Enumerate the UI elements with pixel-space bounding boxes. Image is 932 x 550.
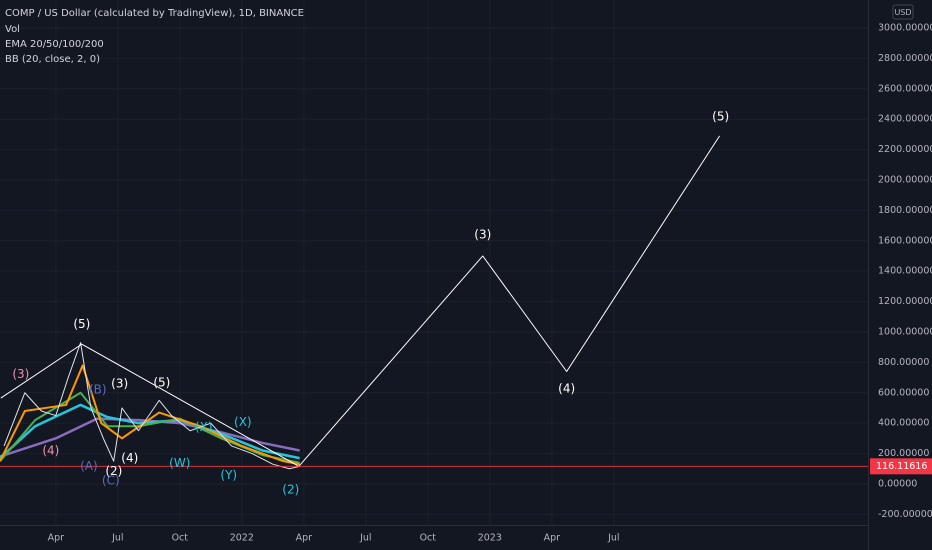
x-tick-label: Oct: [420, 533, 437, 544]
wave-label: (A): [80, 459, 98, 473]
wave-label: (3): [474, 228, 491, 242]
x-tick-label: 2023: [478, 533, 502, 544]
y-tick-label: 2600.00000: [878, 83, 932, 94]
x-tick-label: 2022: [230, 533, 254, 544]
y-tick-label: 800.00000: [878, 357, 929, 368]
y-tick-label: 1400.00000: [878, 266, 932, 277]
wave-label: (4): [121, 451, 138, 465]
x-tick-label: Apr: [544, 533, 561, 544]
x-tick-label: Jul: [359, 533, 371, 544]
y-tick-label: -200.00000: [878, 509, 932, 520]
wave-label: (2): [282, 482, 299, 496]
header-text: EMA 20/50/100/200: [5, 39, 104, 50]
wave-label: (2): [105, 464, 122, 478]
x-tick-label: Oct: [172, 533, 189, 544]
y-tick-label: 1200.00000: [878, 296, 932, 307]
wave-label: (Y): [220, 468, 237, 482]
header-text: BB (20, close, 2, 0): [5, 54, 100, 65]
y-tick-label: 600.00000: [878, 387, 929, 398]
grid: [0, 0, 868, 525]
series-line: [0, 403, 300, 460]
y-tick-label: 2800.00000: [878, 53, 932, 64]
y-tick-label: 400.00000: [878, 418, 929, 429]
series-line: [0, 364, 300, 466]
wave-label: (3): [111, 376, 128, 390]
wave-label: (X): [234, 415, 252, 429]
wave-label: (B): [89, 383, 107, 397]
y-tick-label: 2200.00000: [878, 144, 932, 155]
y-tick-label: 200.00000: [878, 448, 929, 459]
series-line: [0, 343, 300, 467]
series-line: [298, 135, 721, 467]
wave-label: (5): [153, 375, 170, 389]
last-price-box: [870, 458, 932, 475]
wave-label: (5): [712, 109, 729, 123]
y-tick-label: 1000.00000: [878, 326, 932, 337]
wave-label: (C): [102, 473, 120, 487]
y-tick-label: 3000.00000: [878, 23, 932, 34]
wave-label: (X): [195, 420, 213, 434]
y-tick-label: 1600.00000: [878, 235, 932, 246]
series-line: [3, 342, 300, 470]
x-tick-label: Apr: [48, 533, 65, 544]
wave-label: (3): [12, 367, 29, 381]
y-tick-label: 2400.00000: [878, 114, 932, 125]
x-tick-label: Apr: [296, 533, 313, 544]
wave-label: (5): [73, 317, 90, 331]
x-tick-label: Jul: [607, 533, 619, 544]
y-tick-label: 2000.00000: [878, 174, 932, 185]
y-tick-label: 1800.00000: [878, 205, 932, 216]
y-tick-label: 0.00000: [878, 478, 917, 489]
wave-label: (4): [558, 381, 575, 395]
last-price-label: 116.11616: [876, 461, 927, 472]
currency-label: USD: [894, 8, 911, 17]
x-tick-label: Jul: [111, 533, 123, 544]
wave-label: (4): [42, 444, 59, 458]
header-text: Vol: [5, 24, 20, 35]
header-text: COMP / US Dollar (calculated by TradingV…: [5, 8, 304, 19]
currency-box[interactable]: [892, 4, 914, 20]
wave-label: (W): [169, 456, 190, 470]
